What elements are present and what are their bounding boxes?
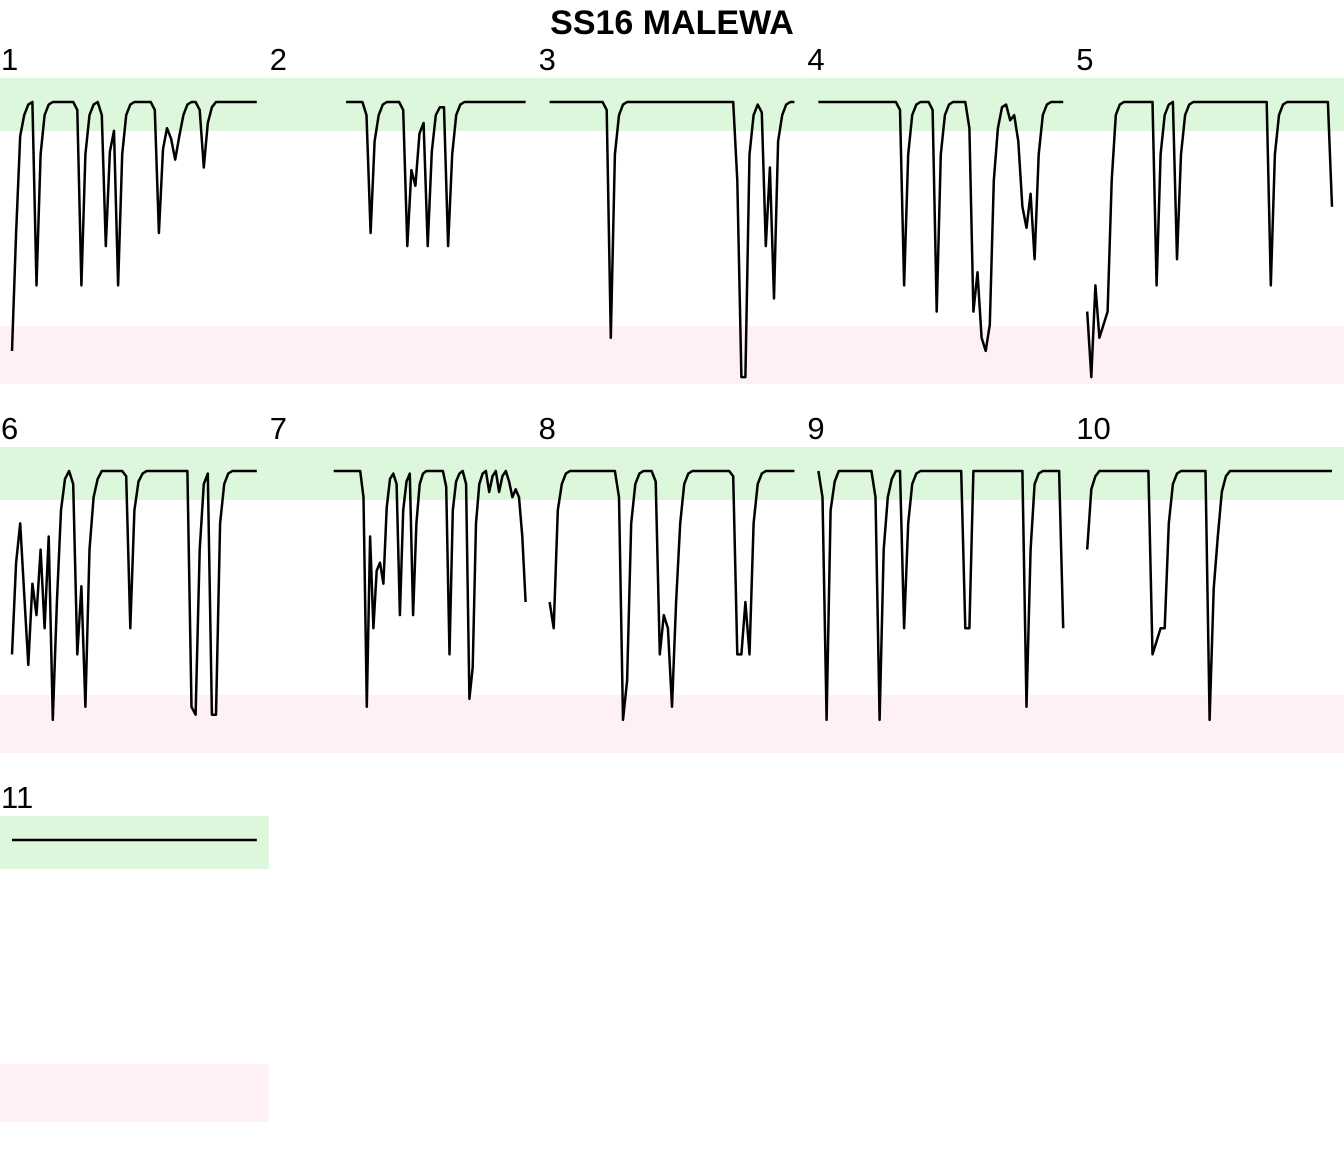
panel-label: 2 [270, 42, 287, 77]
bad-band [1075, 326, 1344, 384]
panel-label: 4 [807, 42, 824, 77]
panel-7: 7 [268, 411, 538, 753]
panel-2: 2 [268, 42, 538, 384]
panel-label: 7 [270, 411, 287, 446]
bad-band [806, 695, 1076, 753]
bad-band [537, 326, 807, 384]
bad-band [0, 1064, 269, 1122]
panel-11: 11 [0, 780, 269, 1122]
series-line-6 [10, 469, 257, 722]
panel-label: 1 [1, 42, 18, 77]
series-line-8 [548, 469, 795, 722]
panel-label: 8 [539, 411, 556, 446]
panel-3: 3 [537, 42, 807, 384]
series-line-7 [333, 469, 527, 709]
panel-4: 4 [806, 42, 1076, 384]
panel-label: 6 [1, 411, 18, 446]
bad-band [268, 326, 538, 384]
series-line-2 [346, 100, 526, 248]
bad-band [0, 695, 269, 753]
bad-band [0, 326, 269, 384]
panel-label: 11 [1, 780, 33, 815]
series-line-10 [1085, 469, 1332, 722]
panel-9: 9 [806, 411, 1076, 753]
good-band [1075, 447, 1344, 500]
panel-10: 10 [1075, 411, 1344, 753]
good-band [0, 78, 269, 131]
chart-title: SS16 MALEWA [550, 4, 794, 42]
panel-1: 1 [0, 42, 269, 384]
good-band [0, 816, 269, 869]
panel-label: 9 [807, 411, 824, 446]
panel-label: 5 [1076, 42, 1093, 77]
panel-label: 3 [539, 42, 556, 77]
panel-6: 6 [0, 411, 269, 753]
series-line-4 [818, 100, 1064, 353]
good-band [806, 447, 1076, 500]
series-line-5 [1085, 100, 1334, 379]
series-line-1 [10, 100, 257, 351]
panel-label: 10 [1076, 411, 1110, 446]
bad-band [806, 326, 1076, 384]
good-band [537, 447, 807, 500]
series-line-3 [549, 100, 795, 379]
bad-band [268, 695, 538, 753]
panel-5: 5 [1075, 42, 1344, 384]
good-band [806, 78, 1076, 131]
panel-8: 8 [537, 411, 807, 753]
good-band [537, 78, 807, 131]
series-line-9 [817, 469, 1065, 722]
